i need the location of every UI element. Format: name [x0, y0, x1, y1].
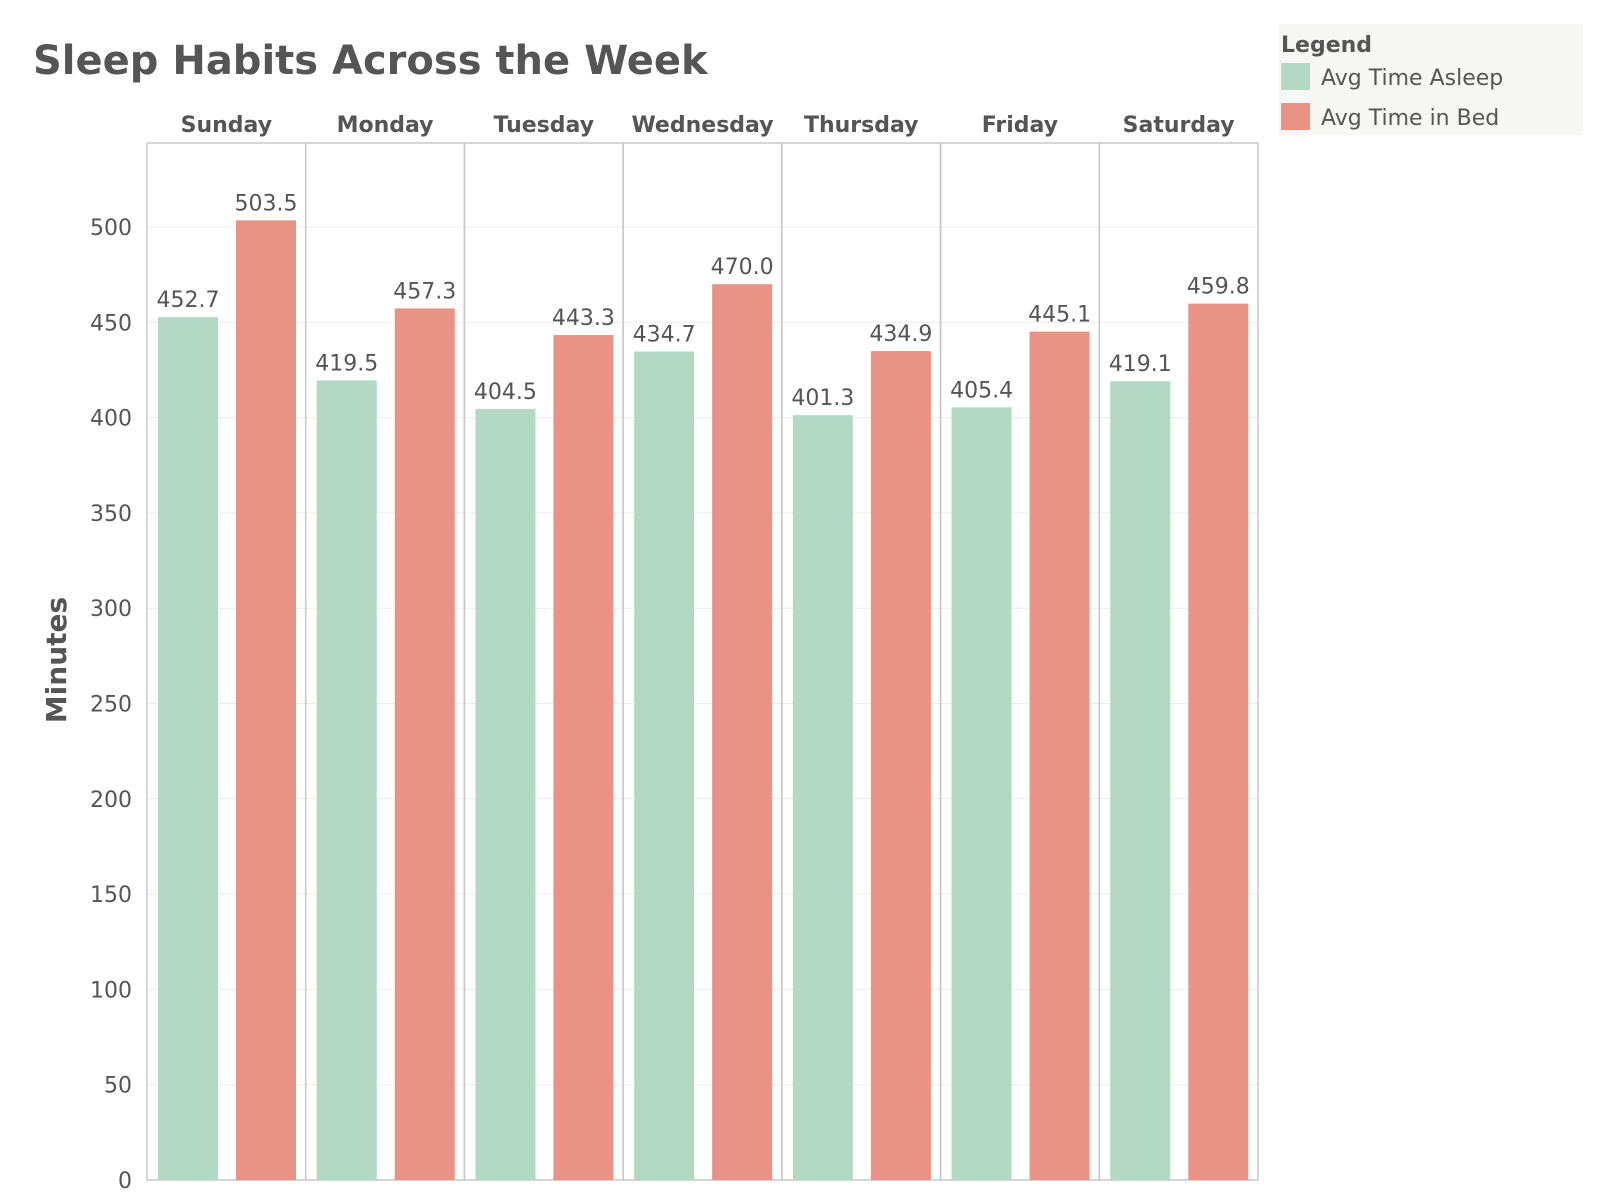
y-tick-label: 100: [90, 978, 132, 1003]
y-tick-label: 150: [90, 883, 132, 908]
y-tick-label: 200: [90, 788, 132, 813]
bar: [792, 415, 853, 1180]
bar: [553, 335, 614, 1180]
data-label: 434.9: [869, 322, 932, 347]
y-tick-label: 400: [90, 407, 132, 432]
data-label: 470.0: [711, 255, 774, 280]
y-tick-label: 50: [104, 1074, 132, 1099]
facet-label: Thursday: [804, 113, 919, 138]
y-tick-label: 350: [90, 502, 132, 527]
bar: [1188, 303, 1249, 1180]
y-tick-label: 300: [90, 597, 132, 622]
legend-swatch: [1281, 103, 1310, 130]
facet-label: Saturday: [1123, 113, 1235, 138]
y-axis-ticks: 0 50 100 150 200 250 300 350 400 450 500: [90, 216, 132, 1194]
legend-background: [1279, 24, 1583, 135]
facet-label: Tuesday: [494, 113, 595, 138]
value-labels: 452.7 503.5 419.5 457.3 404.5 443.3 434.7 470.0…: [157, 191, 1250, 411]
legend-title: Legend: [1281, 33, 1372, 58]
y-axis-label: Minutes: [40, 597, 73, 723]
facet-panel: [1098, 142, 1259, 1181]
gridlines: [147, 226, 1258, 1181]
data-label: 503.5: [235, 191, 298, 216]
data-label: 452.7: [157, 288, 220, 313]
y-tick-label: 250: [90, 693, 132, 718]
bar: [870, 351, 931, 1181]
bar: [394, 308, 455, 1180]
data-label: 457.3: [393, 279, 456, 304]
chart-title: Sleep Habits Across the Week: [33, 38, 709, 84]
data-label: 419.5: [315, 351, 378, 376]
data-label: 445.1: [1028, 303, 1091, 328]
facet-labels: Sunday Monday Tuesday Wednesday Thursday Frid…: [181, 113, 1235, 138]
legend-entry: Avg Time Asleep: [1321, 66, 1503, 91]
data-label: 459.8: [1187, 275, 1250, 300]
bar: [712, 284, 773, 1180]
data-label: 443.3: [552, 306, 615, 331]
bar: [1110, 381, 1171, 1180]
facet-label: Monday: [337, 113, 434, 138]
data-label: 419.1: [1109, 352, 1172, 377]
bar: [951, 407, 1012, 1180]
bar: [158, 317, 218, 1180]
facet-panels: [146, 142, 1259, 1181]
y-tick-label: 0: [118, 1169, 132, 1194]
y-tick-label: 450: [90, 311, 132, 336]
data-label: 401.3: [791, 386, 854, 411]
bars: [158, 220, 1249, 1181]
y-tick-label: 500: [90, 216, 132, 241]
bar: [634, 351, 695, 1180]
bar: [475, 409, 536, 1180]
facet-label: Wednesday: [631, 113, 773, 138]
facet-label: Friday: [982, 113, 1058, 138]
data-label: 405.4: [950, 378, 1013, 403]
legend-swatch: [1281, 63, 1310, 90]
legend-items: Avg Time Asleep Avg Time in Bed: [1281, 63, 1503, 131]
bar: [316, 380, 377, 1181]
legend: Legend Avg Time Asleep Avg Time in Bed: [1279, 24, 1583, 135]
data-label: 404.5: [474, 380, 537, 405]
facet-label: Sunday: [181, 113, 272, 138]
data-label: 434.7: [633, 322, 696, 347]
bar: [236, 220, 296, 1181]
bar: [1029, 331, 1090, 1180]
legend-entry: Avg Time in Bed: [1321, 106, 1499, 131]
